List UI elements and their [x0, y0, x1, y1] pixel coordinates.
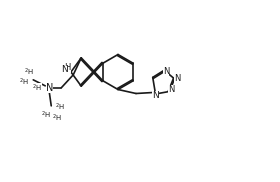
Text: $^2$H: $^2$H: [32, 83, 42, 94]
Text: $^2$H: $^2$H: [41, 110, 51, 122]
Text: N: N: [46, 83, 53, 93]
Text: $^2$H: $^2$H: [19, 77, 29, 88]
Text: $^2$H: $^2$H: [52, 113, 62, 124]
Text: N: N: [174, 74, 180, 83]
Text: H: H: [64, 64, 71, 72]
Text: $^2$H: $^2$H: [24, 67, 34, 78]
Text: N: N: [61, 66, 68, 74]
Text: N: N: [152, 90, 159, 100]
Text: N: N: [163, 67, 169, 76]
Text: $^2$H: $^2$H: [55, 102, 65, 114]
Text: N: N: [168, 85, 174, 94]
